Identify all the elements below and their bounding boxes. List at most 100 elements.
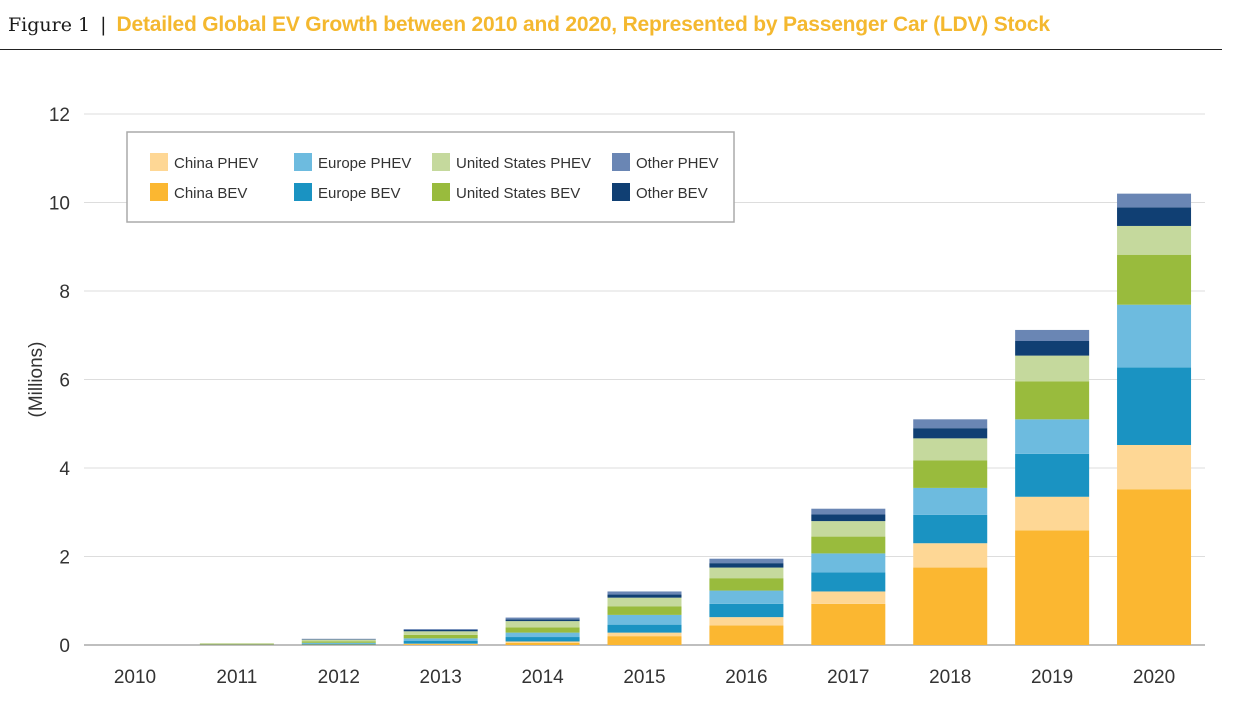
bar-segment <box>301 642 376 644</box>
bar-segment <box>913 514 988 544</box>
x-tick-label: 2014 <box>521 667 564 688</box>
bar-segment <box>505 617 580 620</box>
bar-segment <box>403 629 478 632</box>
legend-swatch <box>294 183 312 201</box>
figure-label: Figure 1 <box>8 14 91 36</box>
bar-segment <box>1117 304 1192 368</box>
legend-swatch <box>432 183 450 201</box>
x-tick-label: 2019 <box>1031 667 1073 688</box>
y-axis-label: (Millions) <box>26 342 47 418</box>
bar-segment <box>403 634 478 639</box>
header-rule <box>0 49 1222 50</box>
bar-segment <box>505 641 580 643</box>
bar-segment <box>913 460 988 488</box>
x-tick-label: 2011 <box>216 667 257 688</box>
bar-segment <box>607 624 682 633</box>
bar-segment <box>913 438 988 461</box>
legend-swatch <box>612 153 630 171</box>
bar-segment <box>505 619 580 622</box>
legend-label: Other BEV <box>636 185 708 202</box>
bar-segment <box>1015 530 1090 645</box>
y-tick-label: 0 <box>59 636 70 657</box>
bar-segment <box>709 590 784 604</box>
bar-segment <box>913 543 988 568</box>
legend-swatch <box>150 183 168 201</box>
y-tick-label: 10 <box>49 194 70 215</box>
y-tick-label: 6 <box>59 371 70 392</box>
bar-segment <box>811 521 886 537</box>
bar-segment <box>301 639 376 642</box>
bar-segment <box>403 638 478 642</box>
bar-segment <box>607 591 682 595</box>
bar-segment <box>913 567 988 645</box>
bar-segment <box>811 514 886 522</box>
bar-segment <box>1015 453 1090 497</box>
x-tick-label: 2016 <box>725 667 767 688</box>
bar-segment <box>811 591 886 604</box>
bar-segment <box>505 627 580 633</box>
bar-segment <box>811 553 886 573</box>
bar-segment <box>403 641 478 644</box>
x-tick-label: 2018 <box>929 667 971 688</box>
legend-label: Europe BEV <box>318 185 401 202</box>
bar-segment <box>811 508 886 515</box>
bar-segment <box>1015 341 1090 356</box>
legend-label: China BEV <box>174 185 247 202</box>
bar-segment <box>607 632 682 637</box>
bar-segment <box>913 428 988 439</box>
y-tick-label: 12 <box>49 105 70 126</box>
bar-segment <box>1117 207 1192 226</box>
bar-segment <box>811 603 886 645</box>
x-tick-label: 2020 <box>1133 667 1175 688</box>
bar-segment <box>505 621 580 628</box>
bar-segment <box>913 419 988 429</box>
bar-segment <box>607 606 682 615</box>
bar-segment <box>607 597 682 607</box>
bar-segment <box>607 614 682 625</box>
bar-segment <box>301 641 376 643</box>
bar-segment <box>1015 329 1090 342</box>
y-tick-label: 4 <box>59 459 70 480</box>
bar-segment <box>1117 254 1192 305</box>
chart-title: Detailed Global EV Growth between 2010 a… <box>116 13 1051 36</box>
bar-segment <box>1015 496 1090 531</box>
bar-segment <box>1117 489 1192 645</box>
bar-segment <box>1015 355 1090 382</box>
bar-segment <box>607 594 682 598</box>
y-tick-label: 2 <box>59 548 70 569</box>
bar-segment <box>709 563 784 568</box>
bar-segment <box>709 603 784 618</box>
bar-segment <box>1117 225 1192 255</box>
y-tick-label: 8 <box>59 282 70 303</box>
bar-segment <box>1015 419 1090 454</box>
bar-segment <box>1117 444 1192 490</box>
bar-segment <box>709 625 784 645</box>
x-tick-label: 2010 <box>114 667 156 688</box>
bar-segment <box>811 536 886 554</box>
legend-swatch <box>294 153 312 171</box>
bar-segment <box>709 617 784 626</box>
legend-swatch <box>612 183 630 201</box>
legend-label: United States PHEV <box>456 155 591 172</box>
bar-segment <box>709 558 784 564</box>
figure-separator: | <box>100 14 107 36</box>
bar-segment <box>1117 193 1192 208</box>
bar-segment <box>1015 381 1090 420</box>
legend-label: United States BEV <box>456 185 580 202</box>
bar-segment <box>403 629 478 630</box>
x-tick-label: 2012 <box>318 667 360 688</box>
figure-header: Figure 1 | Detailed Global EV Growth bet… <box>8 6 1222 44</box>
bar-segment <box>709 578 784 591</box>
x-tick-label: 2015 <box>623 667 665 688</box>
bar-segment <box>301 643 376 645</box>
bar-segment <box>811 572 886 592</box>
bar-segment <box>709 567 784 579</box>
bar-segment <box>403 644 478 645</box>
x-tick-label: 2013 <box>420 667 462 688</box>
bar-segment <box>1117 367 1192 445</box>
legend-label: China PHEV <box>174 155 258 172</box>
legend-label: Europe PHEV <box>318 155 411 172</box>
legend-swatch <box>432 153 450 171</box>
legend-box <box>126 131 735 223</box>
